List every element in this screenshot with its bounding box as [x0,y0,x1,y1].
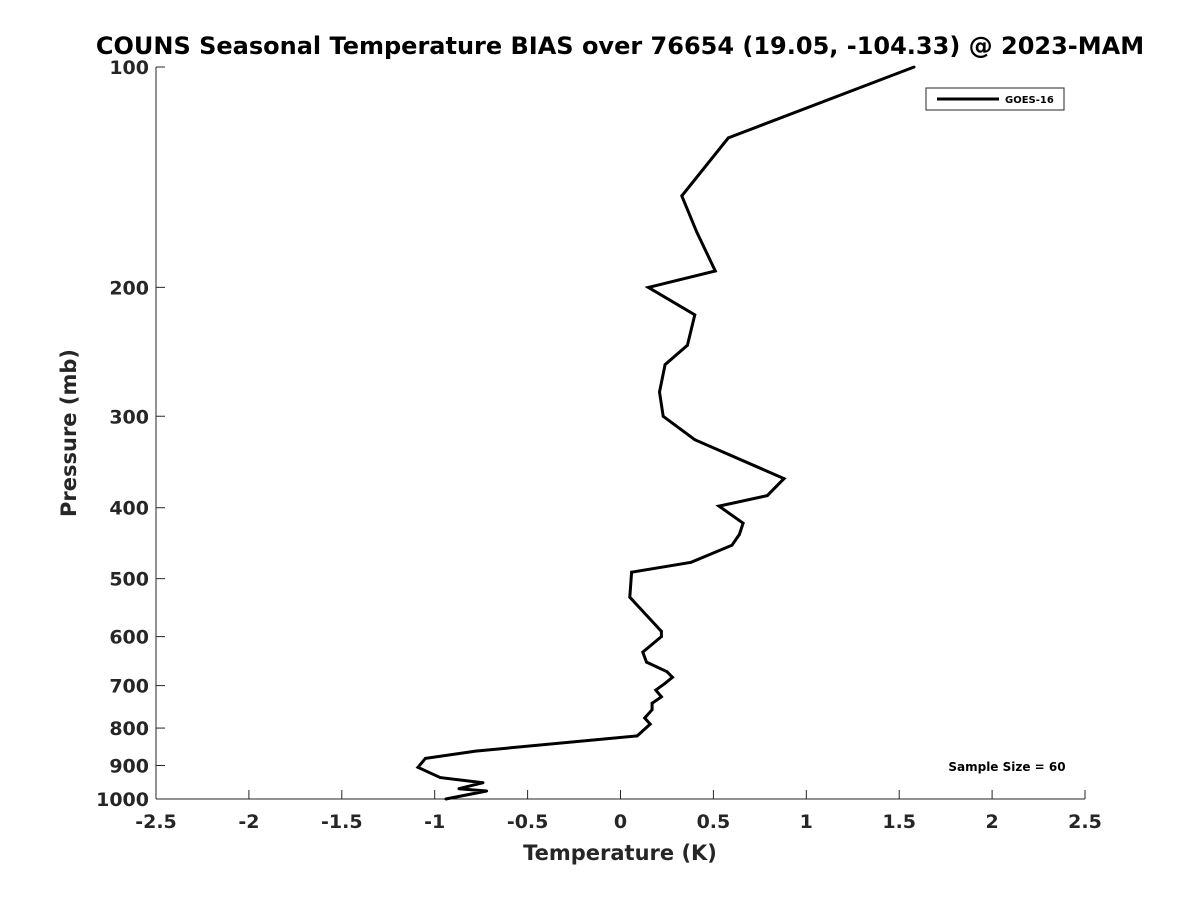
y-tick-label: 100 [109,57,149,79]
data-point [730,543,734,547]
data-point [645,660,648,664]
data-point [689,560,693,564]
data-point [641,650,645,654]
x-ticks: -2.5 -2 -1.5 -1 -0.5 0 0.5 1 1.5 2 2.5 [135,790,1102,833]
data-point [680,194,684,198]
x-tick-label: -2 [238,811,259,833]
sample-size-annotation: Sample Size = 60 [948,760,1065,774]
data-point [713,269,717,273]
data-point [635,734,639,738]
data-point [438,776,442,779]
y-tick-label: 200 [109,277,149,299]
y-tick-label: 900 [109,756,149,778]
data-point [782,477,786,480]
data-point [717,504,721,508]
data-point [663,363,667,366]
x-tick-label: 0.5 [697,811,731,833]
data-point [660,629,663,633]
x-tick-label: -2.5 [135,811,177,833]
y-tick-label: 1000 [96,789,149,811]
y-tick-label: 600 [109,627,149,649]
data-point [648,722,652,726]
x-tick-label: 2.5 [1068,811,1102,833]
data-point [444,797,448,801]
x-tick-label: 1.5 [882,811,916,833]
y-axis-label: Pressure (mb) [57,349,81,517]
y-ticks: 100 200 300 400 500 600 700 800 900 1000 [96,57,165,811]
data-point [765,494,769,497]
x-tick-label: 1 [800,811,813,833]
data-point [654,688,658,692]
chart-title: COUNS Seasonal Temperature BIAS over 766… [96,32,1144,60]
y-tick-label: 400 [109,498,149,520]
data-point [658,390,661,394]
data-point [474,749,477,753]
y-tick-label: 500 [109,569,149,591]
x-tick-label: -1 [424,811,445,833]
y-tick-label: 700 [109,676,149,698]
data-point [686,343,689,347]
data-point [671,675,674,679]
data-point [661,414,665,418]
data-point [650,701,654,705]
data-point [643,716,647,720]
data-point [481,781,485,785]
data-point [647,286,650,289]
x-tick-label: 2 [985,811,998,833]
legend: GOES-16 [925,87,1065,111]
data-point [457,787,461,791]
data-point [663,681,667,685]
data-point [665,670,669,674]
y-tick-label: 300 [109,406,149,428]
x-tick-label: -0.5 [507,811,549,833]
x-tick-label: 0 [614,811,627,833]
x-tick-label: -1.5 [321,811,363,833]
data-point [726,136,730,140]
data-point [693,438,697,442]
data-point [416,765,420,769]
data-point [741,521,745,525]
series-points [416,65,916,801]
data-point [424,757,427,760]
data-point [485,789,489,793]
data-point [650,708,654,712]
data-point [660,695,663,699]
legend-entry-label: GOES-16 [1005,95,1054,106]
data-point [695,230,699,234]
data-point [660,635,663,638]
x-axis-label: Temperature (K) [523,841,717,865]
data-point [628,595,632,599]
data-point [630,570,633,574]
data-point [912,65,916,69]
data-point [738,533,741,536]
y-tick-label: 800 [109,718,149,740]
data-point [693,313,697,317]
